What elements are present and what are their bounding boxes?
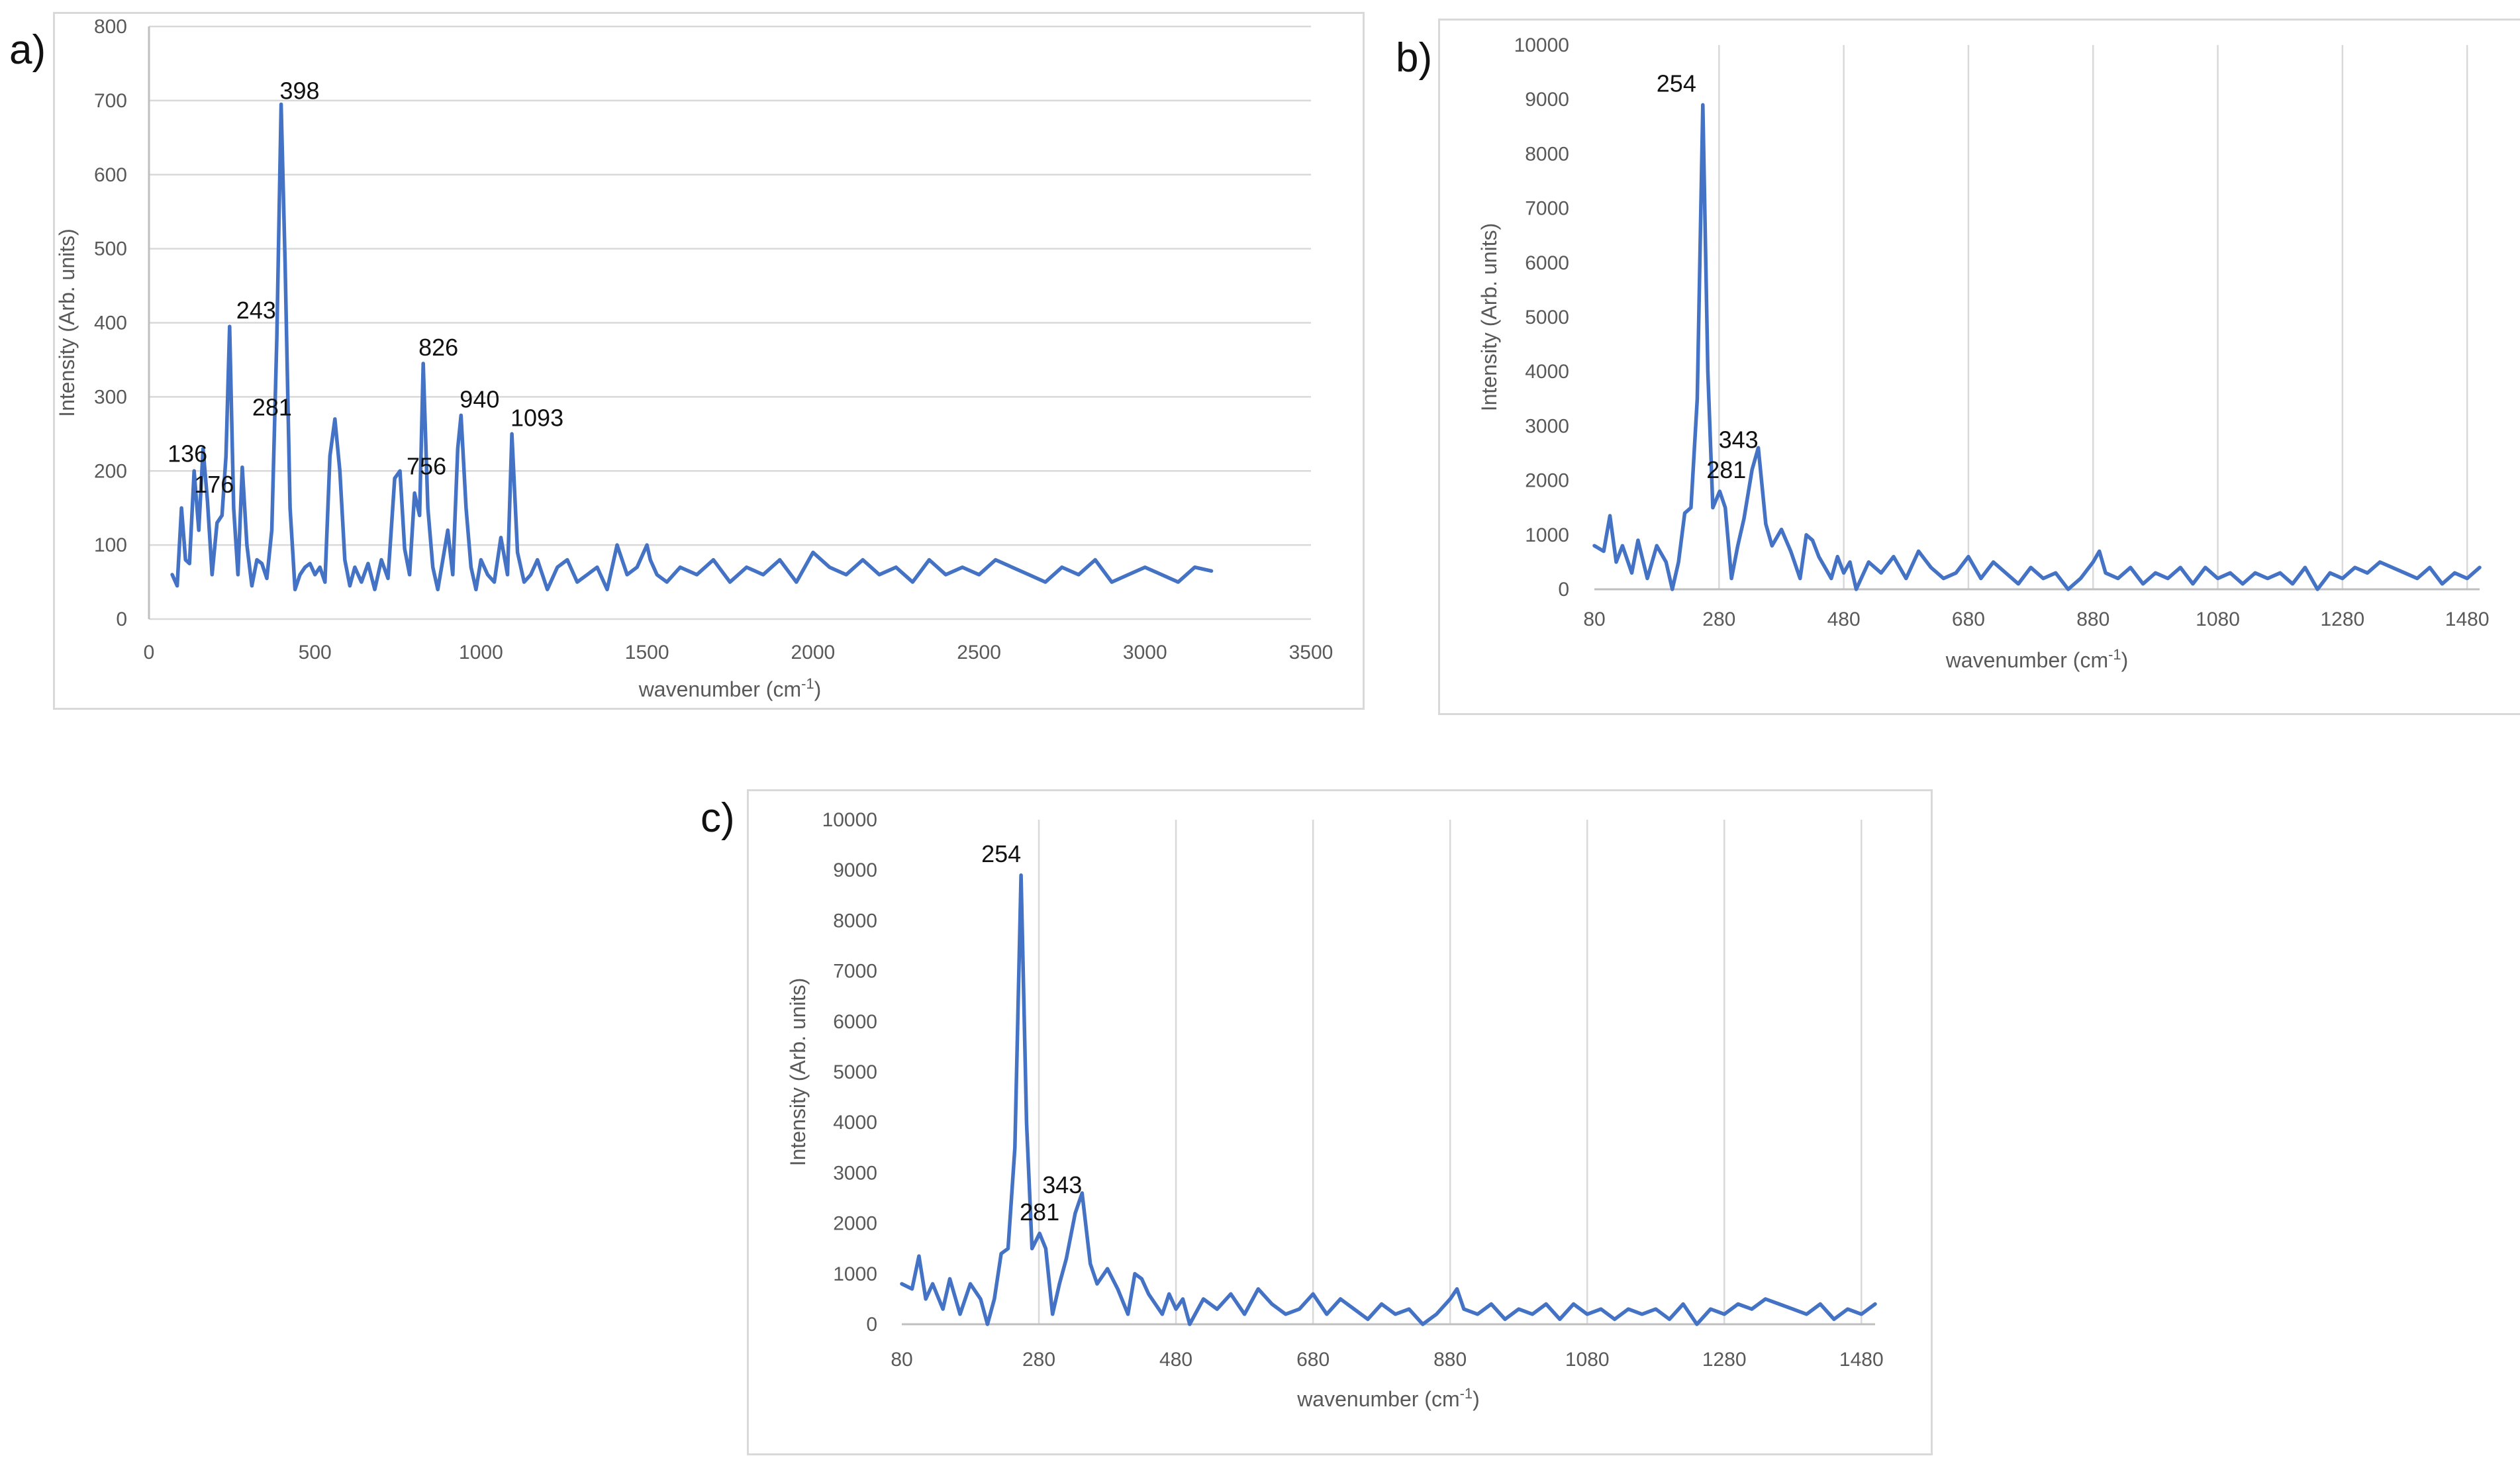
x-tick-label: 1480	[1839, 1349, 1884, 1371]
x-tick-label: 1480	[2445, 608, 2490, 630]
y-tick-label: 10000	[822, 809, 877, 831]
x-tick-label: 280	[1702, 608, 1735, 630]
peak-label: 281	[252, 394, 292, 421]
x-tick-label: 3500	[1289, 642, 1333, 663]
x-axis-title: wavenumber (cm-1)	[1945, 646, 2129, 672]
y-tick-label: 3000	[833, 1162, 877, 1184]
y-tick-label: 6000	[833, 1011, 877, 1033]
peak-label: 343	[1042, 1171, 1082, 1198]
x-tick-label: 500	[299, 642, 332, 663]
y-tick-label: 1000	[1525, 524, 1569, 546]
x-tick-label: 880	[2076, 608, 2109, 630]
spectrum-series-line	[900, 873, 1877, 1326]
peak-label: 343	[1719, 426, 1759, 453]
x-tick-label: 80	[1583, 608, 1605, 630]
x-axis-title: wavenumber (cm-1)	[1296, 1385, 1480, 1411]
x-tick-label: 1280	[2320, 608, 2364, 630]
x-tick-label: 80	[891, 1349, 912, 1371]
x-tick-label: 0	[144, 642, 155, 663]
y-tick-label: 700	[94, 90, 127, 112]
x-tick-label: 1080	[2196, 608, 2240, 630]
y-tick-label: 600	[94, 164, 127, 186]
panel-label-c: c)	[701, 795, 735, 841]
y-tick-label: 2000	[1525, 470, 1569, 492]
peak-label: 136	[168, 440, 207, 467]
y-axis-title: Intensity (Arb. units)	[1477, 223, 1501, 412]
x-axis-title: wavenumber (cm-1)	[638, 675, 822, 701]
y-tick-label: 500	[94, 238, 127, 260]
peak-label: 281	[1706, 456, 1746, 483]
y-tick-label: 4000	[1525, 361, 1569, 383]
y-tick-label: 0	[1558, 579, 1569, 601]
y-tick-label: 9000	[833, 859, 877, 881]
x-tick-label: 680	[1952, 608, 1985, 630]
y-tick-label: 7000	[833, 961, 877, 983]
x-tick-label: 880	[1433, 1349, 1467, 1371]
y-tick-label: 8000	[833, 910, 877, 932]
spectrum-series-line	[170, 102, 1214, 592]
peak-label: 398	[280, 77, 320, 104]
y-tick-label: 0	[116, 608, 127, 630]
y-tick-label: 800	[94, 16, 127, 38]
x-tick-label: 1000	[459, 642, 503, 663]
peak-label: 826	[418, 334, 458, 361]
chart-frame-b	[1438, 19, 2520, 715]
x-tick-label: 2500	[957, 642, 1001, 663]
x-tick-label: 480	[1159, 1349, 1192, 1371]
y-tick-label: 100	[94, 534, 127, 556]
x-tick-label: 3000	[1123, 642, 1167, 663]
panel-label-b: b)	[1396, 35, 1433, 81]
y-axis-title: Intensity (Arb. units)	[55, 228, 79, 417]
peak-label: 243	[236, 297, 276, 324]
spectrum-series-line	[1592, 103, 2482, 591]
y-tick-label: 5000	[833, 1061, 877, 1083]
peak-label: 254	[1657, 70, 1696, 97]
y-tick-label: 1000	[833, 1263, 877, 1285]
y-tick-label: 7000	[1525, 198, 1569, 220]
chart-frame-c	[747, 789, 1933, 1455]
y-tick-label: 300	[94, 386, 127, 408]
x-tick-label: 480	[1827, 608, 1861, 630]
y-tick-label: 10000	[1514, 34, 1569, 56]
x-tick-label: 1280	[1702, 1349, 1747, 1371]
peak-label: 1093	[510, 404, 563, 431]
y-tick-label: 6000	[1525, 252, 1569, 274]
x-tick-label: 1080	[1565, 1349, 1610, 1371]
y-tick-label: 200	[94, 460, 127, 482]
y-tick-label: 9000	[1525, 89, 1569, 111]
panel-label-a: a)	[9, 27, 46, 73]
y-tick-label: 3000	[1525, 415, 1569, 437]
peak-label: 281	[1020, 1198, 1059, 1226]
x-tick-label: 2000	[791, 642, 835, 663]
x-tick-label: 280	[1022, 1349, 1055, 1371]
y-tick-label: 2000	[833, 1213, 877, 1235]
y-tick-label: 400	[94, 313, 127, 334]
y-tick-label: 8000	[1525, 143, 1569, 165]
x-tick-label: 1500	[625, 642, 669, 663]
peak-label: 940	[460, 385, 499, 413]
chart-frame-a	[53, 12, 1365, 710]
y-tick-label: 0	[866, 1314, 877, 1336]
y-tick-label: 4000	[833, 1112, 877, 1134]
peak-label: 254	[981, 840, 1021, 867]
y-axis-title: Intensity (Arb. units)	[786, 978, 810, 1167]
peak-label: 756	[407, 452, 446, 479]
x-tick-label: 680	[1296, 1349, 1330, 1371]
peak-label: 176	[194, 471, 234, 498]
y-tick-label: 5000	[1525, 307, 1569, 328]
